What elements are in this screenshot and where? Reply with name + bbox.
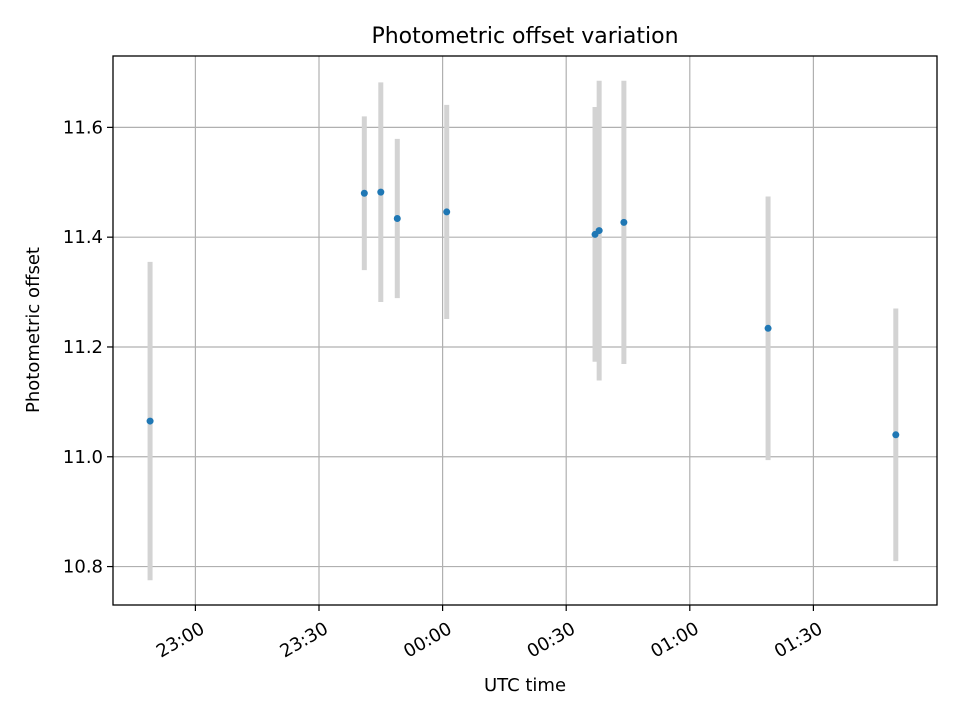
chart-title: Photometric offset variation xyxy=(371,24,678,49)
data-point xyxy=(620,218,628,226)
y-tick-label: 11.4 xyxy=(63,227,103,248)
y-tick-label: 11.6 xyxy=(63,117,103,138)
data-point xyxy=(892,431,900,439)
x-tick-label: 00:30 xyxy=(524,618,579,662)
data-point xyxy=(146,417,154,425)
x-tick-label: 23:30 xyxy=(276,618,331,662)
grid xyxy=(113,56,937,605)
x-tick-label: 23:00 xyxy=(153,618,208,662)
x-tick-label: 00:00 xyxy=(400,618,455,662)
y-tick-label: 11.0 xyxy=(63,447,103,468)
error-bars xyxy=(147,80,899,581)
x-axis-label: UTC time xyxy=(484,675,566,696)
x-tick-label: 01:00 xyxy=(647,618,702,662)
y-tick-label: 11.2 xyxy=(63,337,103,358)
data-point xyxy=(377,188,385,196)
plot-frame xyxy=(112,55,938,606)
data-point xyxy=(595,227,603,235)
x-tick-label: 01:30 xyxy=(771,618,826,662)
data-point xyxy=(443,208,451,216)
data-points xyxy=(146,188,900,439)
data-point xyxy=(764,324,772,332)
data-point xyxy=(360,189,368,197)
y-tick-label: 10.8 xyxy=(63,557,103,578)
x-axis: 23:00 23:30 00:00 00:30 01:00 01:30 xyxy=(153,605,826,662)
y-axis-label: Photometric offset xyxy=(23,247,44,413)
y-axis: 10.8 11.0 11.2 11.4 11.6 xyxy=(63,117,113,578)
data-point xyxy=(393,215,401,223)
